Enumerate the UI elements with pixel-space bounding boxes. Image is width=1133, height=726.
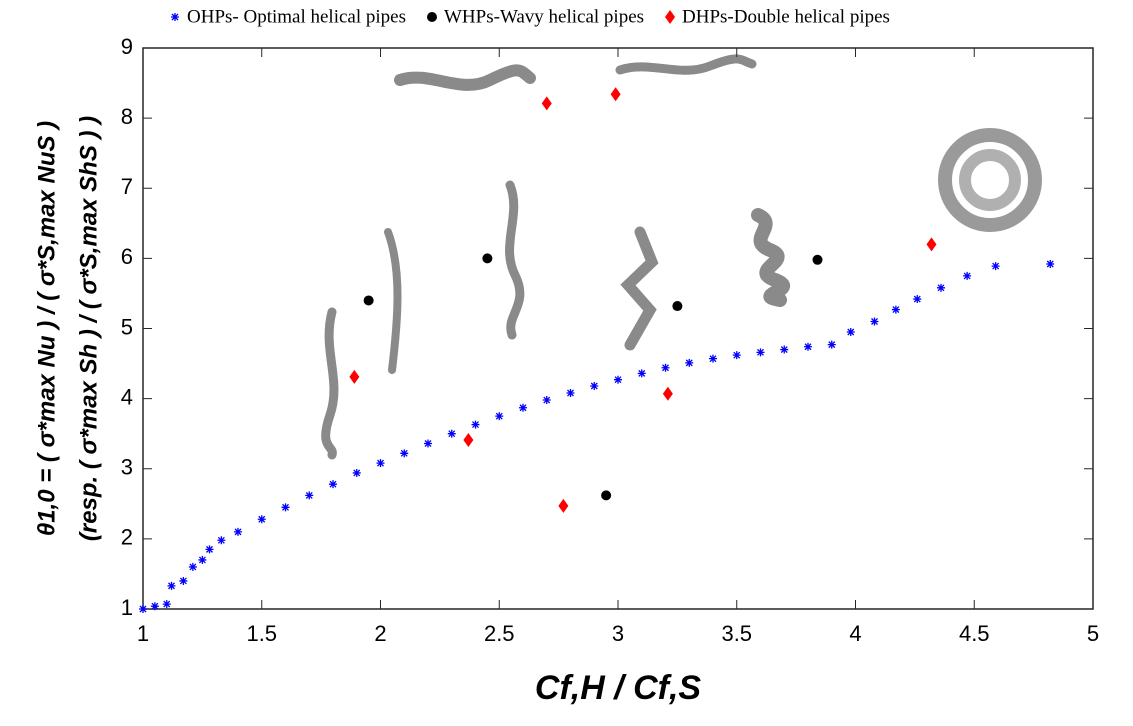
y-tick-label: 4 — [121, 384, 133, 409]
point — [424, 439, 432, 448]
y-tick-label: 1 — [121, 595, 133, 620]
point — [188, 562, 197, 571]
point — [566, 389, 575, 398]
point — [662, 386, 673, 401]
point — [937, 283, 945, 292]
point — [661, 363, 670, 372]
x-tick-label: 1.5 — [246, 621, 277, 646]
point — [363, 295, 374, 306]
point — [427, 12, 437, 22]
point — [281, 503, 290, 512]
point — [913, 295, 922, 304]
point — [637, 369, 646, 378]
pipe — [394, 64, 536, 91]
point — [672, 301, 683, 312]
point — [590, 382, 599, 391]
point — [991, 262, 1000, 271]
point — [1046, 259, 1055, 268]
y-tick-label: 2 — [121, 525, 133, 550]
pipe — [751, 208, 790, 307]
point — [846, 328, 855, 337]
point — [804, 342, 812, 351]
point — [400, 449, 409, 458]
y-tick-label: 3 — [121, 455, 133, 480]
x-tick-label: 2 — [374, 621, 386, 646]
point — [495, 412, 504, 421]
pipe-illustrations — [321, 54, 1042, 460]
point — [167, 581, 176, 590]
x-tick-label: 1 — [137, 621, 149, 646]
x-tick-label: 3 — [612, 621, 624, 646]
pipe — [620, 226, 659, 351]
y-tick-label: 8 — [121, 104, 133, 129]
y-tick-label: 5 — [121, 314, 133, 339]
point — [349, 369, 360, 384]
point — [162, 600, 171, 609]
point — [139, 605, 147, 613]
x-axis-label: Cf,H / Cf,S — [535, 669, 702, 707]
point — [610, 87, 621, 102]
y-tick-label: 6 — [121, 244, 133, 269]
legend-label: DHPs-Double helical pipes — [682, 6, 890, 27]
point — [665, 10, 676, 24]
pipe — [384, 228, 402, 374]
point — [217, 536, 226, 545]
point — [541, 96, 552, 111]
point — [542, 396, 551, 405]
x-tick-label: 4 — [849, 621, 861, 646]
pipe — [938, 128, 1042, 232]
point — [812, 254, 823, 265]
x-tick-label: 3.5 — [721, 621, 752, 646]
plot-frame — [142, 47, 1094, 610]
point — [234, 527, 242, 536]
point — [257, 515, 266, 524]
point — [305, 491, 314, 500]
point — [198, 555, 207, 564]
legend-label: OHPs- Optimal helical pipes — [187, 6, 406, 27]
point — [471, 420, 480, 429]
point — [780, 345, 789, 354]
point — [329, 480, 337, 489]
y-axis-label: (resp. ( σ*max Sh ) / ( σ*S,max ShS ) ) — [75, 116, 102, 541]
x-tick-label: 4.5 — [959, 621, 990, 646]
y-axis-label: θ1,0 = ( σ*max Nu ) / ( σ*S,max NuS ) — [33, 121, 60, 536]
point — [447, 429, 456, 438]
point — [352, 468, 361, 477]
point — [463, 432, 474, 447]
y-tick-label: 9 — [121, 34, 133, 59]
pipe — [321, 307, 339, 460]
legend-label: WHPs-Wavy helical pipes — [444, 6, 644, 27]
point — [870, 317, 879, 326]
point — [376, 459, 385, 468]
point — [756, 348, 765, 357]
point — [519, 403, 527, 412]
point — [614, 375, 622, 384]
point — [601, 490, 612, 501]
point — [150, 602, 159, 611]
pipe — [959, 149, 1021, 211]
point — [685, 358, 694, 367]
point — [205, 545, 214, 554]
point — [891, 305, 900, 314]
y-tick-label: 7 — [121, 174, 133, 199]
point — [558, 498, 569, 513]
point — [709, 354, 717, 363]
point — [732, 351, 741, 360]
point — [482, 253, 493, 264]
point — [179, 576, 188, 585]
point — [827, 340, 836, 349]
x-tick-label: 5 — [1087, 621, 1099, 646]
point — [926, 237, 937, 252]
pipe — [505, 180, 525, 340]
x-tick-label: 2.5 — [484, 621, 515, 646]
point — [963, 271, 972, 280]
pipe — [615, 54, 757, 75]
point — [171, 13, 179, 21]
